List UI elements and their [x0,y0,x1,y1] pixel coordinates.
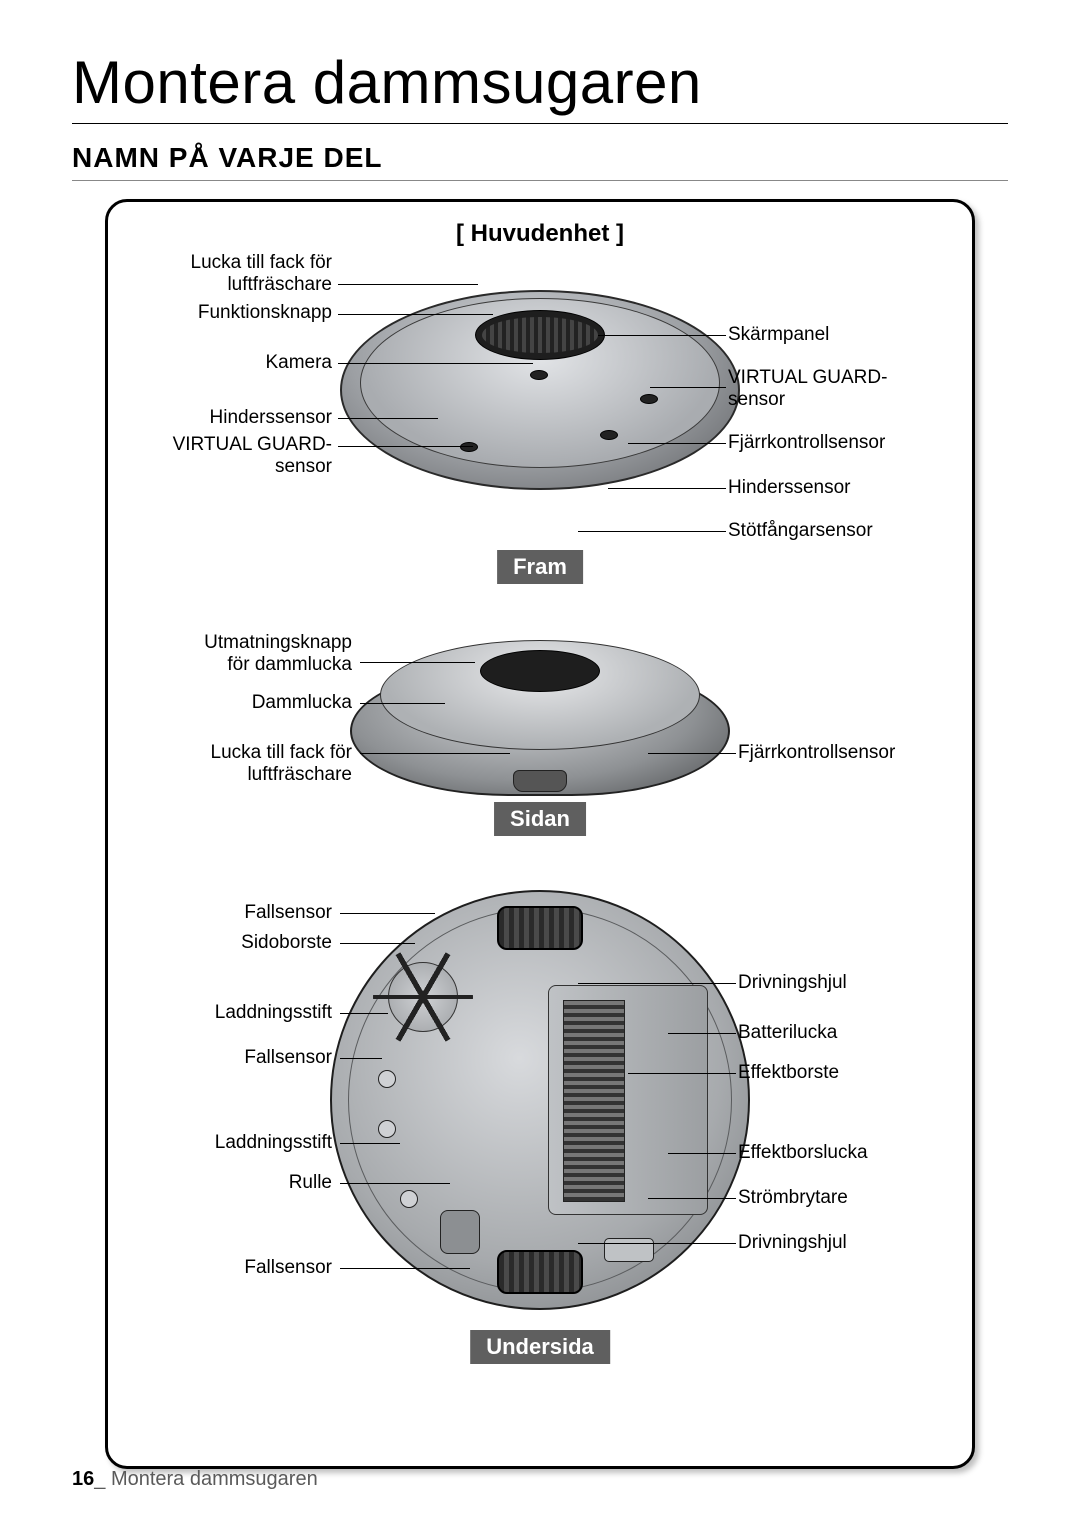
callout-camera: Kamera [265,352,332,374]
callout-fall-sensor-3: Fallsensor [244,1257,332,1279]
page-title: Montera dammsugaren [72,48,1008,124]
callout-power-switch: Strömbrytare [738,1187,848,1209]
callout-display-panel: Skärmpanel [728,324,829,346]
callout-dust-eject-button: Utmatningsknappför dammlucka [204,632,352,676]
callout-side-brush: Sidoborste [241,932,332,954]
page-footer: 16_ Montera dammsugaren [72,1468,318,1491]
diagram-container: [ Huvudenhet ] Lucka till fack förluftfr… [105,199,975,1469]
callout-virtual-guard-right: VIRTUAL GUARD-sensor [728,367,887,411]
footer-text: Montera dammsugaren [111,1468,318,1490]
view-badge-front: Fram [497,550,583,584]
callout-fall-sensor-1: Fallsensor [244,902,332,924]
callout-charging-pin-2: Laddningsstift [215,1132,332,1154]
callout-fall-sensor-2: Fallsensor [244,1047,332,1069]
callout-drive-wheel-2: Drivningshjul [738,1232,847,1254]
callout-battery-lid: Batterilucka [738,1022,837,1044]
callout-obstacle-sensor-left: Hinderssensor [210,407,333,429]
main-unit-header: [ Huvudenhet ] [456,220,624,248]
view-badge-bottom: Undersida [470,1330,610,1364]
callout-power-brush: Effektborste [738,1062,839,1084]
device-bottom-view [330,890,750,1310]
callout-remote-sensor-top: Fjärrkontrollsensor [728,432,885,454]
callout-dust-lid: Dammlucka [252,692,352,714]
device-side-view [350,622,730,802]
callout-air-freshener-lid: Lucka till fack förluftfräschare [191,252,333,296]
callout-obstacle-sensor-right: Hinderssensor [728,477,851,499]
callout-charging-pin-1: Laddningsstift [215,1002,332,1024]
callout-remote-sensor-side: Fjärrkontrollsensor [738,742,895,764]
callout-drive-wheel-1: Drivningshjul [738,972,847,994]
callout-roller: Rulle [289,1172,332,1194]
callout-power-brush-cover: Effektborslucka [738,1142,868,1164]
view-badge-side: Sidan [494,802,586,836]
callout-function-button: Funktionsknapp [198,302,332,324]
callout-air-freshener-lid-side: Lucka till fack förluftfräschare [211,742,353,786]
callout-virtual-guard-left: VIRTUAL GUARD-sensor [173,434,332,478]
page-number: 16 [72,1468,94,1490]
section-subtitle: NAMN PÅ VARJE DEL [72,142,1008,181]
callout-bumper-sensor: Stötfångarsensor [728,520,873,542]
